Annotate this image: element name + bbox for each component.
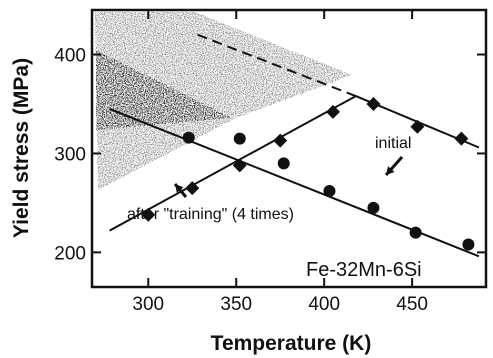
- circle-point: [409, 226, 422, 239]
- data-markers: [141, 96, 475, 251]
- dashed-boundary-line: [197, 33, 357, 98]
- diamond-point: [366, 96, 381, 111]
- annotation-after-training: after "training" (4 times): [127, 206, 294, 223]
- alloy-label: Fe-32Mn-6Si: [306, 259, 422, 281]
- circle-point: [323, 185, 336, 198]
- y-tick-label: 300: [54, 144, 86, 165]
- fit-line-0: [109, 95, 357, 232]
- diamond-point: [185, 181, 200, 196]
- after-training-arrow-head: [175, 184, 184, 193]
- y-tick-label: 400: [54, 46, 86, 67]
- y-axis-title: Yield stress (MPa): [10, 58, 33, 238]
- annotations: initial after "training" (4 times): [127, 135, 411, 223]
- annotation-initial: initial: [375, 135, 411, 152]
- circle-point: [367, 201, 380, 214]
- diamond-point: [454, 131, 469, 146]
- y-tick-label: 200: [54, 243, 86, 264]
- x-tick-label: 450: [396, 294, 428, 315]
- circle-point: [182, 131, 195, 144]
- circle-point: [462, 238, 475, 251]
- fit-line-1: [109, 107, 480, 258]
- diamond-point: [325, 104, 340, 119]
- circle-point: [277, 157, 290, 170]
- initial-arrow-head: [386, 166, 395, 175]
- diamond-point: [410, 119, 425, 134]
- plot-frame: [90, 8, 488, 289]
- axis-ticks: 300 350 400 450 200 300 400: [54, 10, 486, 315]
- x-tick-label: 300: [132, 294, 164, 315]
- x-tick-label: 400: [308, 294, 340, 315]
- x-axis-title: Temperature (K): [211, 332, 372, 355]
- stress-induced-transformation-region: [95, 12, 352, 190]
- diamond-point: [273, 133, 288, 148]
- x-tick-label: 350: [220, 294, 252, 315]
- diamond-point: [232, 158, 247, 173]
- circle-point: [233, 132, 246, 145]
- diamond-point: [141, 207, 156, 222]
